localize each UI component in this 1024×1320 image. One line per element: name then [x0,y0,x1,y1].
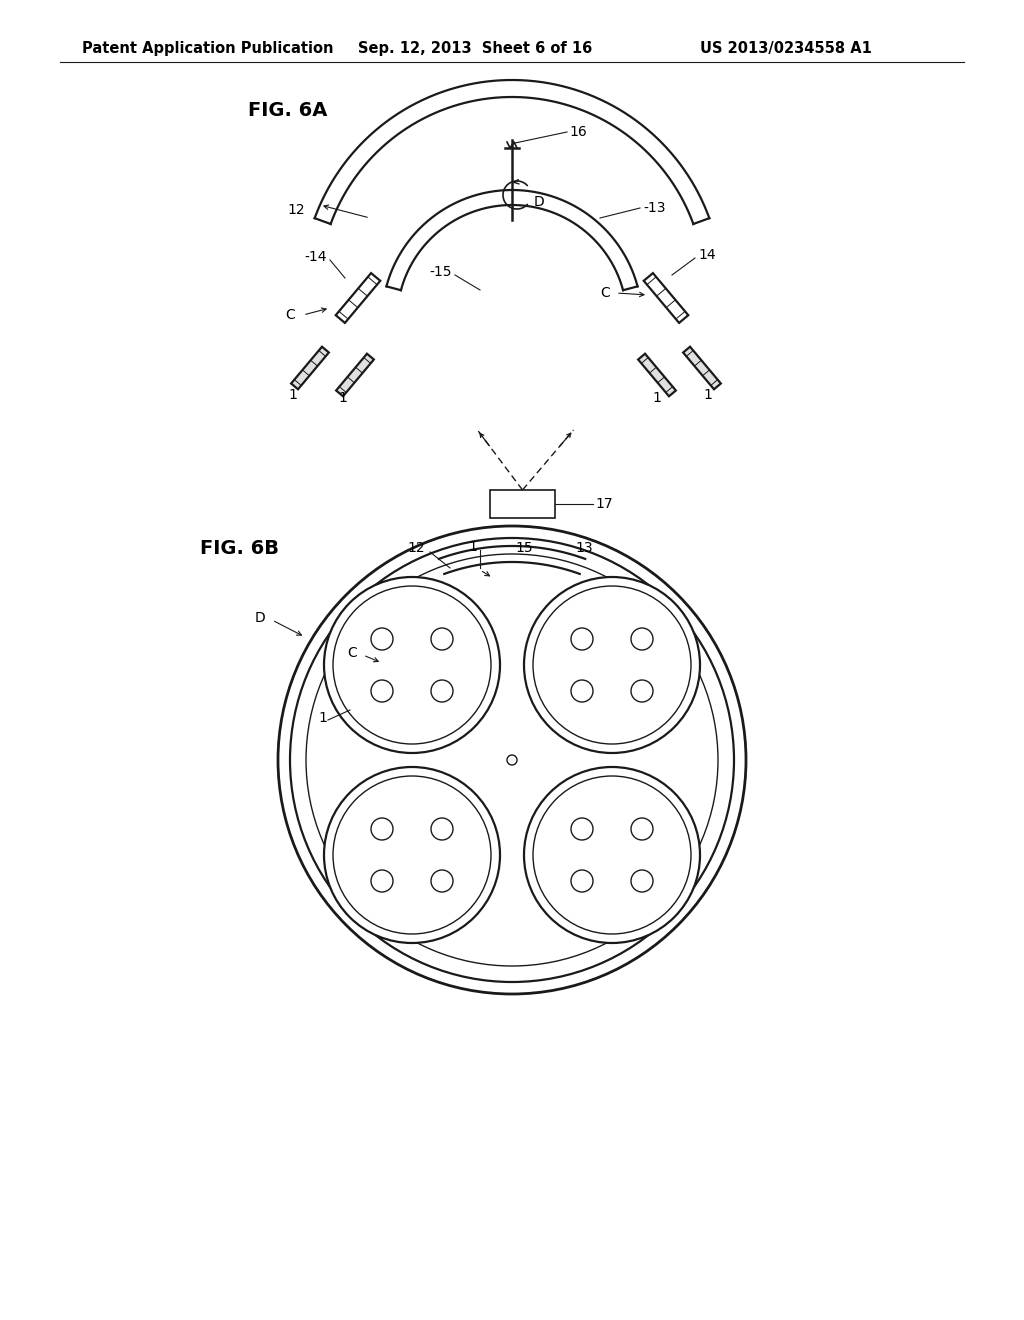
Text: FIG. 6A: FIG. 6A [248,100,328,120]
Text: 17: 17 [595,498,612,511]
Text: C: C [347,645,357,660]
Text: -13: -13 [643,201,666,215]
Circle shape [524,767,700,942]
Text: US 2013/0234558 A1: US 2013/0234558 A1 [700,41,871,55]
Text: 14: 14 [698,248,716,261]
Circle shape [306,554,718,966]
Text: D: D [255,611,266,624]
Circle shape [290,539,734,982]
Circle shape [571,818,593,840]
Text: C: C [600,286,609,300]
Polygon shape [638,354,676,396]
Text: C: C [286,308,295,322]
Polygon shape [336,354,374,396]
Circle shape [371,628,393,649]
Circle shape [571,680,593,702]
Circle shape [524,577,700,752]
Text: 13: 13 [575,541,593,554]
Circle shape [571,628,593,649]
Circle shape [333,776,490,935]
Circle shape [631,870,653,892]
Text: D: D [534,195,545,209]
Circle shape [534,586,691,744]
Circle shape [333,586,490,744]
Text: 16: 16 [569,125,587,139]
Text: Sep. 12, 2013  Sheet 6 of 16: Sep. 12, 2013 Sheet 6 of 16 [358,41,592,55]
Circle shape [431,818,453,840]
Text: 1: 1 [652,391,662,405]
Circle shape [431,680,453,702]
Text: -14: -14 [304,249,327,264]
Circle shape [371,818,393,840]
Circle shape [278,525,746,994]
Text: Patent Application Publication: Patent Application Publication [82,41,334,55]
Circle shape [631,818,653,840]
Text: 15: 15 [515,541,532,554]
Text: 1: 1 [339,391,347,405]
Circle shape [571,870,593,892]
Circle shape [631,680,653,702]
Circle shape [534,776,691,935]
Polygon shape [683,347,721,389]
Text: 1: 1 [318,711,327,725]
Circle shape [631,628,653,649]
Circle shape [371,870,393,892]
Text: 12: 12 [288,203,305,216]
Text: -15: -15 [429,265,452,279]
Circle shape [324,767,500,942]
Text: 1: 1 [289,388,297,403]
Circle shape [371,680,393,702]
Text: 12: 12 [408,541,425,554]
Polygon shape [291,347,329,389]
Text: 1: 1 [468,540,477,554]
Text: 1: 1 [703,388,713,403]
Circle shape [507,755,517,766]
Polygon shape [336,273,380,323]
Circle shape [431,628,453,649]
Polygon shape [644,273,688,323]
Bar [490,490,555,517]
Circle shape [324,577,500,752]
Text: FIG. 6B: FIG. 6B [200,539,279,557]
Circle shape [431,870,453,892]
